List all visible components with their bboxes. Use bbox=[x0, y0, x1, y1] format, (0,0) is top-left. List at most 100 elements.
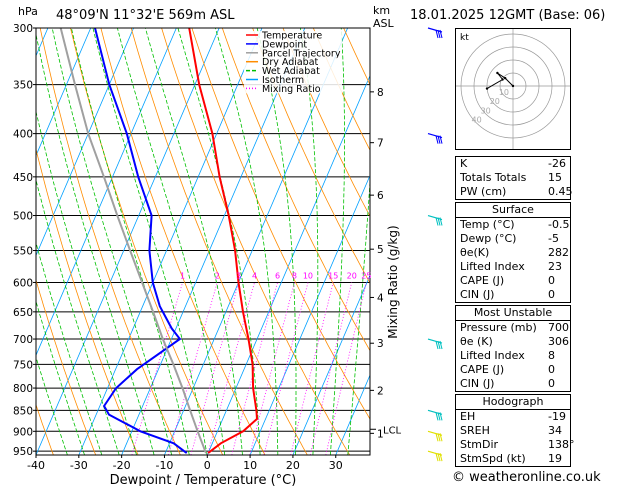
table-row: Pressure (mb) 700 bbox=[456, 321, 570, 335]
row-value: -19 bbox=[548, 410, 566, 423]
isotherm-line bbox=[36, 28, 92, 157]
mixing-ratio-labels: 1 2 3 4 6 8 10 15 20 25 bbox=[180, 271, 371, 280]
mixing-ratio-label: 20 bbox=[347, 271, 357, 280]
dry-adiabat-line bbox=[191, 28, 370, 420]
table-title: Most Unstable bbox=[456, 306, 570, 321]
table-row: Lifted Index 23 bbox=[456, 260, 570, 274]
km-unit-label: km bbox=[373, 4, 391, 17]
temperature-tick-label: 0 bbox=[204, 459, 211, 472]
mixing-ratio-label: 4 bbox=[252, 271, 257, 280]
wet-adiabat-line bbox=[51, 28, 173, 455]
wet-adiabat-line bbox=[330, 28, 345, 455]
barb-staff bbox=[427, 27, 443, 33]
table-row: Totals Totals 15 bbox=[456, 171, 570, 185]
legend-entry: Wet Adiabat bbox=[262, 66, 320, 77]
row-value: 23 bbox=[548, 260, 562, 273]
table-row: StmSpd (kt) 19 bbox=[456, 452, 570, 466]
barb-flag bbox=[437, 217, 441, 226]
wind-barb bbox=[427, 214, 443, 226]
mixing-ratio-line bbox=[167, 282, 218, 455]
row-key: Lifted Index bbox=[460, 260, 525, 273]
mixing-ratio-label: 8 bbox=[292, 271, 297, 280]
temperature-tick-label: -20 bbox=[113, 459, 131, 472]
legend-bg bbox=[244, 75, 342, 85]
profile-lines bbox=[59, 28, 259, 454]
row-value: 0 bbox=[548, 288, 555, 301]
table-row: PW (cm) 0.45 bbox=[456, 185, 573, 199]
temperature-tick-label: 20 bbox=[286, 459, 300, 472]
barb-flag bbox=[437, 340, 441, 350]
hodograph-point bbox=[496, 71, 499, 75]
mixing-ratio-line bbox=[207, 282, 255, 455]
barb-flag bbox=[435, 217, 439, 226]
barb-flag bbox=[439, 340, 443, 350]
height-tick-label: 3 bbox=[377, 338, 384, 350]
dry-adiabat-line bbox=[36, 403, 54, 455]
plot-frame bbox=[35, 27, 371, 456]
height-tick-label: 8 bbox=[377, 87, 384, 99]
hodograph-ring-label: 40 bbox=[472, 115, 482, 124]
wet-adiabat-line bbox=[92, 28, 208, 455]
legend-bg bbox=[244, 84, 342, 94]
wind-barb bbox=[427, 409, 443, 421]
surface-table: Surface Temp (°C) -0.5 Dewp (°C) -5 θe(K) 282 L… bbox=[455, 202, 571, 303]
legend-bg bbox=[244, 66, 342, 76]
wind-barbs bbox=[427, 27, 443, 462]
temperature-axis: -40 -30 -20 -10 0 10 20 30 bbox=[27, 455, 343, 472]
datetime-title: 18.01.2025 12GMT (Base: 06) bbox=[410, 8, 606, 23]
indices-table: K -26 Totals Totals 15 PW (cm) 0.45 bbox=[455, 156, 573, 200]
table-title: Surface bbox=[456, 203, 570, 218]
wind-barb bbox=[427, 27, 443, 39]
dry-adiabat-line bbox=[70, 28, 224, 455]
isotherm-line bbox=[0, 28, 5, 455]
barb-flag bbox=[437, 433, 441, 442]
table-row: θe (K) 306 bbox=[456, 335, 570, 349]
row-key: EH bbox=[460, 410, 476, 423]
pressure-tick-label: 650 bbox=[13, 307, 33, 319]
dry-adiabat-line bbox=[312, 28, 370, 152]
table-row: Lifted Index 8 bbox=[456, 349, 570, 363]
isotherm-line bbox=[36, 28, 134, 257]
series-dewpoint-line bbox=[94, 28, 188, 454]
row-value: 306 bbox=[548, 335, 569, 348]
barb-flag bbox=[439, 453, 443, 462]
wind-barb bbox=[427, 133, 443, 144]
row-value: 34 bbox=[548, 424, 562, 437]
row-key: CIN (J) bbox=[460, 377, 495, 390]
hodograph-table: Hodograph EH -19 SREH 34 StmDir 138° StmSpd (kt… bbox=[455, 394, 575, 467]
row-value: 0 bbox=[548, 274, 555, 287]
table-row: θe(K) 282 bbox=[456, 246, 570, 260]
barb-flag bbox=[435, 433, 439, 442]
skewt-chart: 3003504004505005506006507007508008509009… bbox=[0, 23, 452, 486]
pressure-tick-label: 600 bbox=[13, 277, 33, 289]
wet-adiabat-line bbox=[36, 178, 120, 455]
row-value: 0 bbox=[548, 377, 555, 390]
wet-adiabat-line bbox=[347, 176, 370, 455]
wet-adiabat-line bbox=[36, 32, 155, 455]
pressure-tick-label: 550 bbox=[13, 246, 33, 258]
barb-flag bbox=[439, 217, 443, 226]
barb-flag bbox=[439, 29, 443, 39]
row-value: 0 bbox=[548, 363, 555, 376]
pressure-axis: 300 350 400 450 500 550 600 650 700 750 800 850 900 9… bbox=[13, 23, 36, 458]
pressure-tick-label: 300 bbox=[13, 23, 33, 35]
dry-adiabat-line bbox=[404, 28, 452, 455]
barb-staff bbox=[427, 133, 443, 139]
series-temperature-line bbox=[188, 28, 259, 454]
row-key: CIN (J) bbox=[460, 288, 495, 301]
mixing-ratio-line bbox=[263, 282, 309, 455]
legend-entry: Mixing Ratio bbox=[262, 84, 321, 95]
pressure-tick-label: 450 bbox=[13, 172, 33, 184]
mixing-ratio-line bbox=[309, 282, 353, 455]
mixing-ratio-label: 25 bbox=[361, 271, 371, 280]
wet-adiabat-line bbox=[256, 28, 297, 455]
dry-adiabat-line bbox=[130, 28, 308, 455]
mixing-ratio-line bbox=[190, 282, 240, 455]
isotherm-line bbox=[121, 28, 306, 455]
legend-entry: Temperature bbox=[261, 31, 322, 42]
pressure-tick-label: 700 bbox=[13, 334, 33, 346]
barb-flag bbox=[435, 453, 439, 462]
barb-flag bbox=[435, 340, 439, 350]
mixing-ratio-line bbox=[249, 282, 295, 455]
